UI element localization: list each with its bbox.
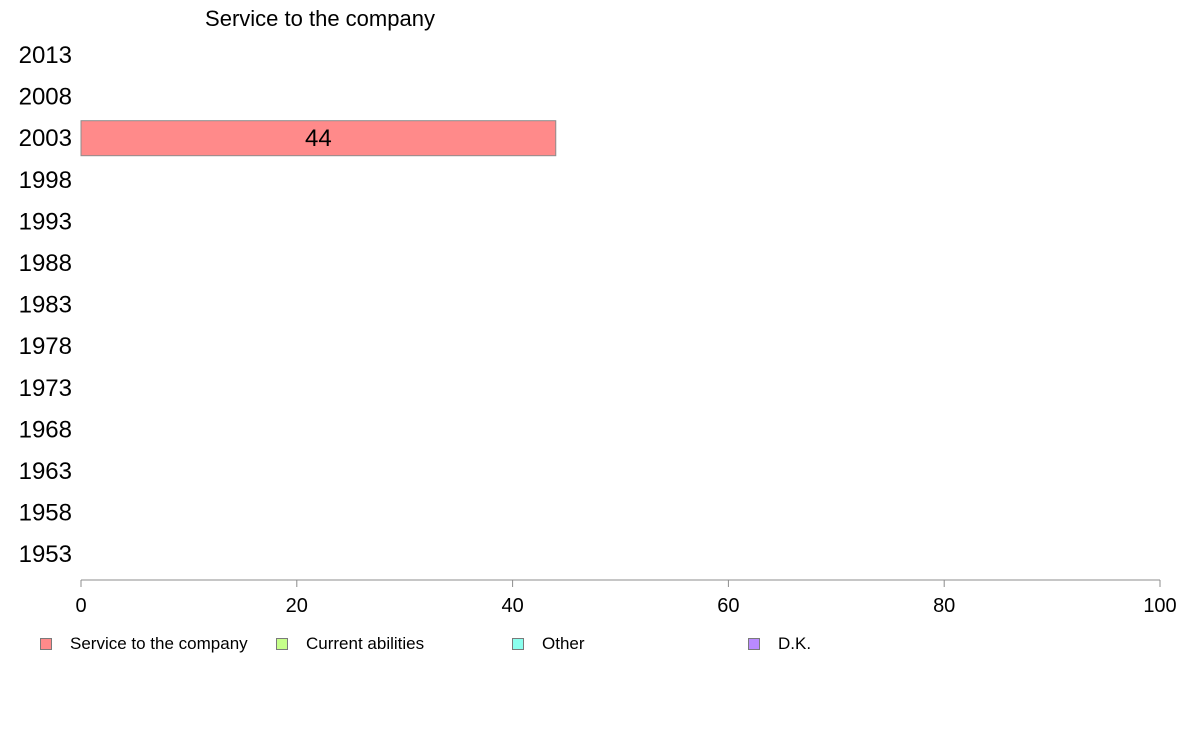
chart-title: Service to the company	[205, 6, 435, 31]
legend-item-1: Current abilities	[276, 632, 424, 656]
x-tick-label-80: 80	[933, 595, 955, 617]
x-tick-label-20: 20	[286, 595, 308, 617]
x-tick-label-100: 100	[1143, 595, 1176, 617]
y-tick-label-1983: 1983	[19, 292, 72, 319]
legend-label: Current abilities	[306, 634, 425, 653]
y-tick-label-1953: 1953	[19, 541, 72, 568]
y-tick-label-1958: 1958	[19, 500, 72, 527]
x-tick-label-0: 0	[75, 595, 86, 617]
bar-data-labels: 44	[305, 125, 332, 152]
y-tick-label-1978: 1978	[19, 333, 72, 360]
data-label-2003: 44	[305, 125, 332, 152]
x-axis: 0 20 40 60 80 100	[75, 579, 1177, 617]
legend: Service to the company Current abilities O…	[0, 632, 1188, 656]
legend-item-3: D.K.	[748, 632, 811, 656]
y-tick-label-1963: 1963	[19, 458, 72, 485]
legend-swatch	[748, 638, 760, 650]
y-tick-label-1993: 1993	[19, 208, 72, 235]
bar-2003-series-0	[80, 120, 557, 157]
y-tick-label-2008: 2008	[19, 84, 72, 111]
y-tick-label-1998: 1998	[19, 167, 72, 194]
legend-item-2: Other	[512, 632, 585, 656]
x-tick-label-40: 40	[501, 595, 523, 617]
legend-item-0: Service to the company	[40, 632, 248, 656]
legend-swatch	[512, 638, 524, 650]
y-tick-label-2013: 2013	[19, 42, 72, 69]
bars	[80, 120, 557, 157]
y-axis-labels: 2013 2008 2003 1998 1993 1988 1983 1978 1973 1968…	[19, 42, 72, 568]
y-tick-label-1973: 1973	[19, 375, 72, 402]
legend-label: Service to the company	[70, 634, 248, 653]
legend-swatch	[276, 638, 288, 650]
legend-swatch	[40, 638, 52, 650]
y-tick-label-1988: 1988	[19, 250, 72, 277]
legend-label: D.K.	[778, 634, 812, 653]
y-tick-label-1968: 1968	[19, 416, 72, 443]
y-tick-label-2003: 2003	[19, 125, 72, 152]
x-tick-label-60: 60	[717, 595, 739, 617]
legend-label: Other	[542, 634, 585, 653]
